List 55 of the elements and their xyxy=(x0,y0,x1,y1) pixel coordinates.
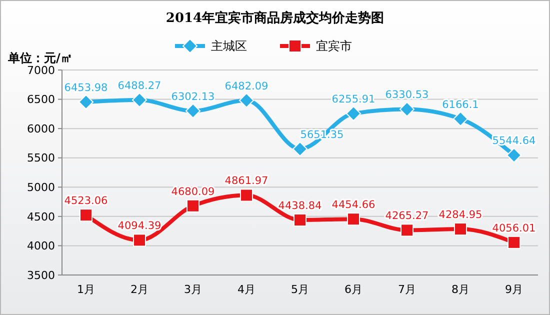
x-tick-label: 4月 xyxy=(238,283,256,296)
y-tick-label: 5500 xyxy=(27,152,55,165)
data-label: 4523.06 xyxy=(64,195,108,208)
point xyxy=(400,224,414,237)
data-label: 4861.97 xyxy=(224,175,268,188)
x-tick-label: 7月 xyxy=(398,283,416,296)
legend-label: 主城区 xyxy=(211,39,247,54)
point xyxy=(294,214,306,227)
x-tick-label: 2月 xyxy=(130,283,148,296)
y-tick-label: 3500 xyxy=(27,268,55,282)
data-label: 6488.27 xyxy=(118,80,162,92)
data-label: 6482.09 xyxy=(224,80,268,92)
point xyxy=(133,234,146,247)
point xyxy=(347,212,360,226)
legend-label: 宜宾市 xyxy=(316,39,352,54)
x-tick-label: 8月 xyxy=(452,283,470,296)
point xyxy=(132,92,147,108)
chart-title: 2014年宜宾市商品房成交均价走势图 xyxy=(166,10,384,26)
data-label: 4454.66 xyxy=(332,199,376,212)
data-label: 6166.1 xyxy=(442,98,479,111)
x-tick-label: 9月 xyxy=(505,283,523,296)
x-tick-label: 5月 xyxy=(291,283,309,296)
data-label: 4094.39 xyxy=(118,220,162,232)
y-axis-title: 单位：元/㎡ xyxy=(7,51,72,65)
point xyxy=(453,111,468,126)
point xyxy=(508,236,520,249)
data-label: 4284.95 xyxy=(438,209,482,222)
x-tick-label: 3月 xyxy=(184,283,202,296)
data-label: 6330.53 xyxy=(385,89,429,102)
point xyxy=(400,102,414,117)
x-tick-label: 6月 xyxy=(344,283,362,296)
point xyxy=(240,188,253,202)
point xyxy=(186,103,200,118)
data-label: 4265.27 xyxy=(385,210,429,222)
data-label: 6255.91 xyxy=(332,94,376,106)
data-label: 4680.09 xyxy=(171,186,215,198)
y-tick-label: 4000 xyxy=(27,240,55,253)
data-label: 4056.01 xyxy=(492,222,536,234)
data-label: 6302.13 xyxy=(171,90,215,103)
point xyxy=(292,141,308,156)
y-tick-label: 6000 xyxy=(27,122,55,136)
point xyxy=(506,148,522,163)
point xyxy=(454,222,467,236)
data-label: 6453.98 xyxy=(64,82,108,94)
y-tick-label: 6500 xyxy=(27,93,55,106)
y-tick-label: 4500 xyxy=(27,210,55,224)
point xyxy=(78,94,94,110)
point xyxy=(346,106,361,122)
point xyxy=(239,92,254,108)
data-label: 4438.84 xyxy=(278,200,322,212)
point xyxy=(80,208,92,222)
y-tick-label: 5000 xyxy=(27,180,55,194)
x-tick-label: 1月 xyxy=(77,283,95,296)
point xyxy=(186,199,200,212)
y-tick-label: 7000 xyxy=(27,64,55,77)
